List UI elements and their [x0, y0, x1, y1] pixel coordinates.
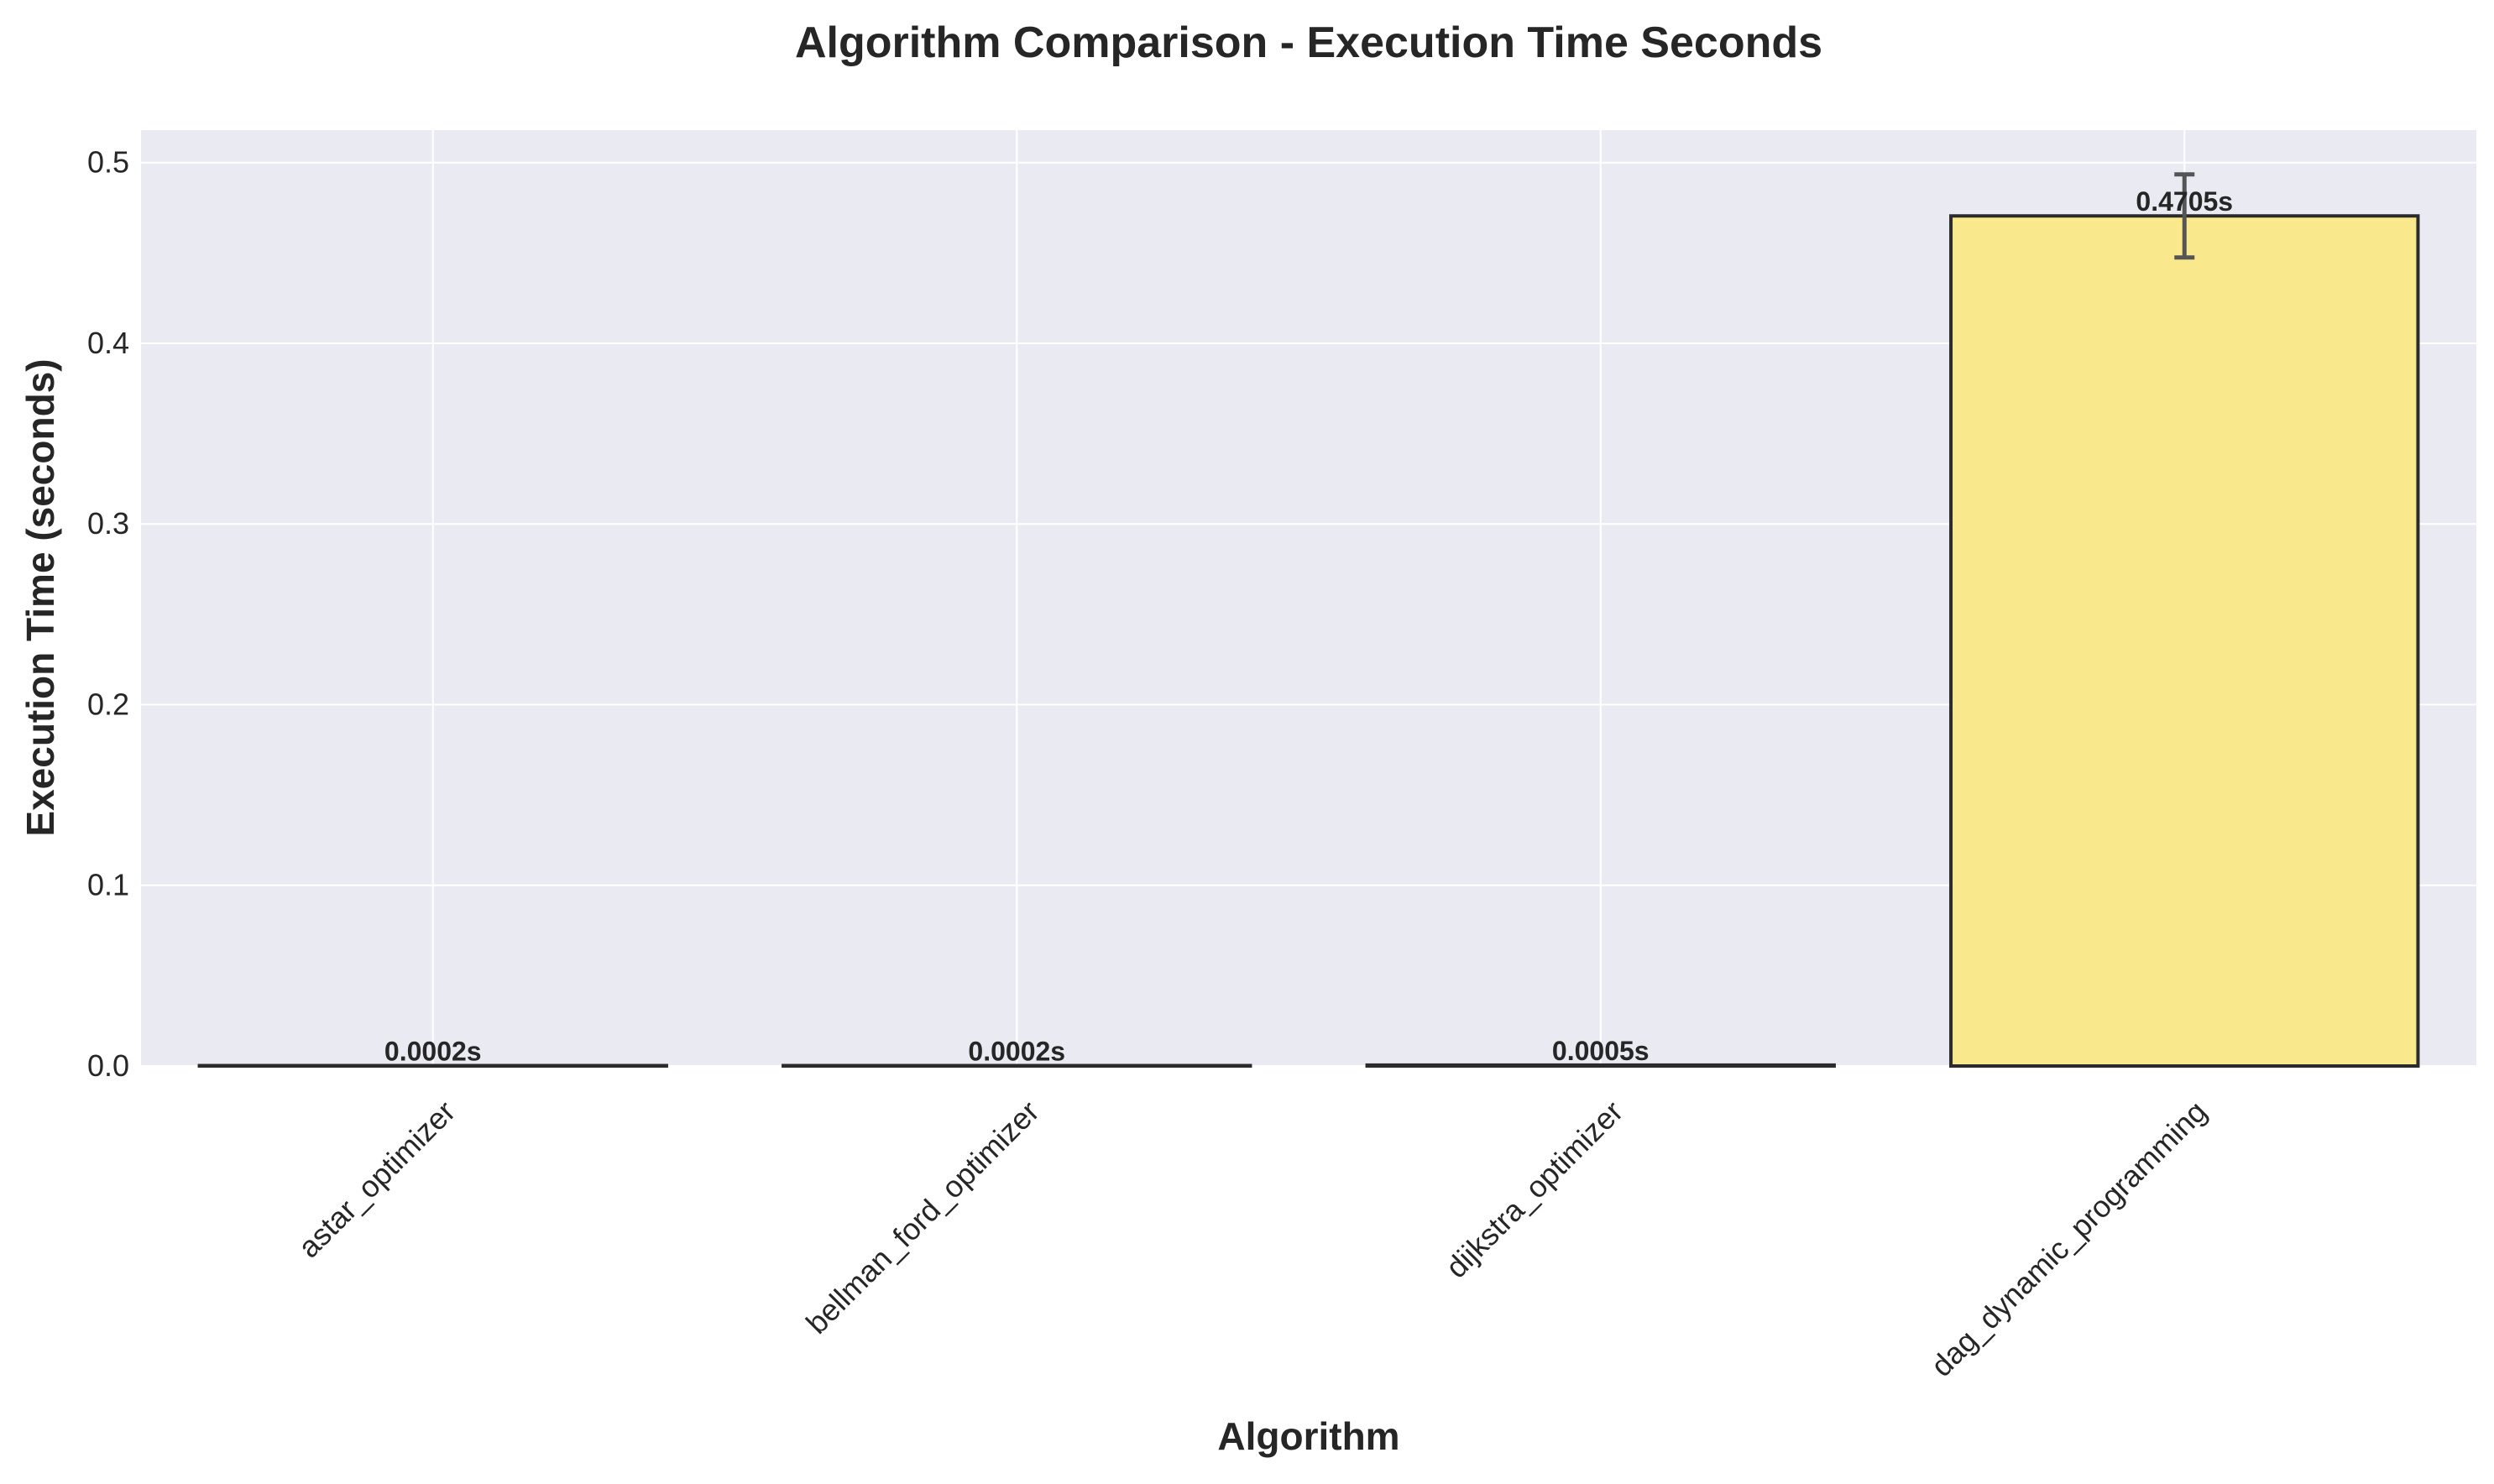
error-bars — [2174, 172, 2195, 260]
y-tick-label: 0.1 — [87, 868, 129, 902]
data-label-astar_optimizer: 0.0002s — [384, 1037, 482, 1067]
x-axis-label: Algorithm — [1217, 1414, 1399, 1458]
y-tick-label: 0.3 — [87, 506, 129, 541]
bar-dag_dynamic_programming — [1949, 214, 2420, 1068]
y-tick-label: 0.0 — [87, 1048, 129, 1083]
bars — [197, 214, 2420, 1068]
y-axis-ticks: 0.0 0.1 0.2 0.3 0.4 0.5 — [87, 145, 129, 1083]
data-label-bellman_ford_optimizer: 0.0002s — [968, 1037, 1065, 1067]
bar-bellman_ford_optimizer — [782, 1063, 1252, 1068]
data-label-dag_dynamic_programming: 0.4705s — [2136, 186, 2233, 217]
bar-dijkstra_optimizer — [1365, 1063, 1836, 1068]
data-labels: 0.0002s 0.0002s 0.0005s 0.4705s — [384, 186, 2233, 1066]
y-tick-label: 0.5 — [87, 145, 129, 180]
chart-title: Algorithm Comparison - Execution Time Se… — [795, 18, 1822, 67]
y-tick-label: 0.4 — [87, 326, 129, 360]
y-axis-label: Execution Time (seconds) — [18, 358, 62, 836]
y-tick-label: 0.2 — [87, 687, 129, 721]
data-label-dijkstra_optimizer: 0.0005s — [1552, 1036, 1650, 1066]
bar-astar_optimizer — [197, 1063, 668, 1068]
